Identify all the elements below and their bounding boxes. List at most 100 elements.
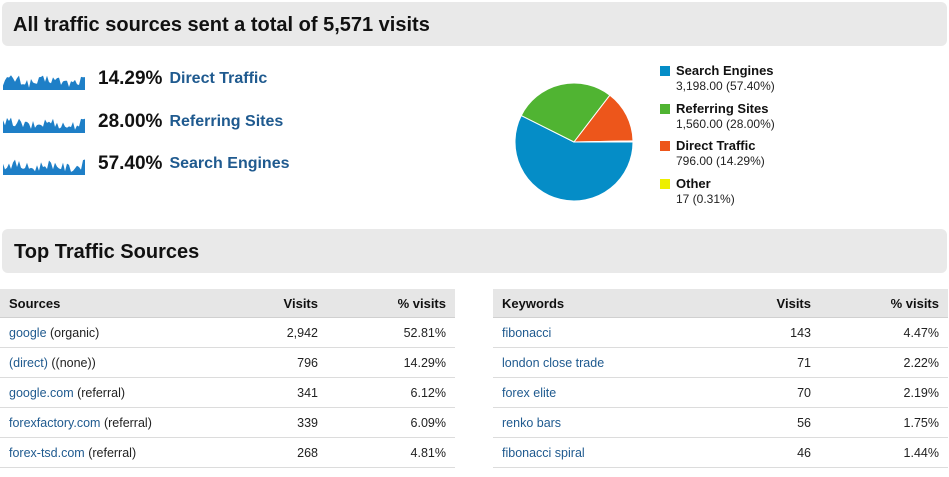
source-cell: forex-tsd.com (referral): [0, 437, 229, 468]
pct-visits-cell: 4.81%: [327, 437, 455, 468]
legend-value: 3,198.00 (57.40%): [676, 79, 775, 93]
legend-value: 1,560.00 (28.00%): [676, 116, 775, 131]
column-header-visits[interactable]: Visits: [722, 289, 820, 318]
pct-visits-cell: 2.22%: [820, 347, 948, 378]
pie-slice-direct-traffic: [572, 94, 634, 143]
pct-visits-cell: 6.12%: [327, 377, 455, 408]
table-row: google.com (referral) 341 6.12%: [0, 377, 455, 408]
table-row: (direct) ((none)) 796 14.29%: [0, 347, 455, 378]
sources-table: Sources Visits % visits google (organic)…: [0, 289, 455, 468]
legend-item-search: Search Engines 3,198.00 (57.40%): [660, 63, 775, 101]
column-header-pct-visits[interactable]: % visits: [327, 289, 455, 318]
visits-cell: 339: [229, 407, 327, 438]
table-header-row: Keywords Visits % visits: [493, 289, 948, 318]
table-row: fibonacci spiral 46 1.44%: [493, 437, 948, 468]
pct-visits-cell: 2.19%: [820, 377, 948, 408]
legend-item-direct: Direct Traffic 796.00 (14.29%): [660, 138, 775, 176]
keyword-cell: london close trade: [493, 347, 722, 378]
legend-swatch: [660, 141, 670, 151]
direct-traffic-link[interactable]: Direct Traffic: [169, 70, 268, 87]
legend-swatch: [660, 103, 670, 114]
legend-label: Other: [676, 175, 711, 191]
keywords-table: Keywords Visits % visits fibonacci 143 4…: [493, 289, 948, 468]
visits-cell: 71: [722, 347, 820, 378]
table-row: renko bars 56 1.75%: [493, 407, 948, 438]
keyword-cell: forex elite: [493, 377, 722, 408]
source-cell: forexfactory.com (referral): [0, 407, 229, 438]
table-row: forex elite 70 2.19%: [493, 377, 948, 408]
source-medium: (referral): [100, 415, 152, 430]
pie-legend: Search Engines 3,198.00 (57.40%) Referri…: [660, 63, 775, 213]
visits-cell: 56: [722, 407, 820, 438]
traffic-percent: 57.40%: [98, 153, 163, 174]
table-row: forexfactory.com (referral) 339 6.09%: [0, 407, 455, 438]
column-header-sources[interactable]: Sources: [0, 289, 229, 318]
keyword-cell: fibonacci: [493, 317, 722, 348]
pct-visits-cell: 6.09%: [327, 407, 455, 438]
table-row: google (organic) 2,942 52.81%: [0, 317, 455, 348]
legend-item-referring: Referring Sites 1,560.00 (28.00%): [660, 101, 775, 139]
pie-slice-referring-sites: [520, 82, 611, 143]
pct-visits-cell: 1.44%: [820, 437, 948, 468]
traffic-row-referring: 28.00% Referring Sites: [3, 109, 283, 135]
legend-swatch: [660, 66, 670, 76]
traffic-row-direct: 14.29% Direct Traffic: [3, 66, 267, 92]
search-engines-link[interactable]: Search Engines: [169, 155, 290, 172]
legend-value: 796.00 (14.29%): [676, 154, 765, 168]
visits-cell: 70: [722, 377, 820, 408]
visits-cell: 341: [229, 377, 327, 408]
pct-visits-cell: 14.29%: [327, 347, 455, 378]
visits-cell: 143: [722, 317, 820, 348]
pie-slice-search-engines: [514, 114, 634, 202]
legend-label: Direct Traffic: [676, 138, 756, 153]
source-medium: (referral): [84, 445, 137, 460]
sparkline-search: [3, 159, 85, 175]
table-row: forex-tsd.com (referral) 268 4.81%: [0, 437, 455, 468]
keyword-link[interactable]: renko bars: [502, 415, 562, 430]
column-header-keywords[interactable]: Keywords: [493, 289, 722, 318]
source-link[interactable]: google.com: [9, 385, 74, 400]
table-row: fibonacci 143 4.47%: [493, 317, 948, 348]
source-link[interactable]: forex-tsd.com: [9, 445, 85, 460]
traffic-percent: 14.29%: [98, 68, 163, 89]
top-traffic-sources-title: Top Traffic Sources: [2, 229, 947, 273]
source-link[interactable]: forexfactory.com: [9, 415, 101, 430]
pct-visits-cell: 52.81%: [327, 317, 455, 348]
pie-slice-other: [573, 140, 634, 143]
keyword-link[interactable]: fibonacci spiral: [502, 445, 585, 460]
keyword-link[interactable]: fibonacci: [502, 325, 552, 340]
traffic-row-search: 57.40% Search Engines: [3, 151, 290, 177]
table-header-row: Sources Visits % visits: [0, 289, 455, 318]
pct-visits-cell: 1.75%: [820, 407, 948, 438]
source-link[interactable]: (direct): [9, 355, 48, 370]
visits-cell: 268: [229, 437, 327, 468]
table-row: london close trade 71 2.22%: [493, 347, 948, 378]
column-header-pct-visits[interactable]: % visits: [820, 289, 948, 318]
visits-cell: 46: [722, 437, 820, 468]
sparkline-referring: [3, 117, 85, 133]
source-link[interactable]: google: [9, 325, 47, 340]
keyword-link[interactable]: london close trade: [502, 355, 605, 370]
legend-label: Search Engines: [676, 63, 774, 78]
pct-visits-cell: 4.47%: [820, 317, 948, 348]
legend-swatch: [660, 178, 670, 189]
source-cell: google (organic): [0, 317, 229, 348]
traffic-pie-chart: [514, 82, 634, 202]
sparkline-direct: [3, 75, 85, 90]
source-medium: (referral): [73, 385, 126, 400]
source-medium: (organic): [46, 325, 100, 340]
legend-label: Referring Sites: [676, 100, 769, 116]
source-cell: google.com (referral): [0, 377, 229, 408]
summary-title: All traffic sources sent a total of 5,57…: [2, 2, 947, 46]
visits-cell: 2,942: [229, 317, 327, 348]
visits-cell: 796: [229, 347, 327, 378]
legend-value: 17 (0.31%): [676, 191, 735, 206]
referring-sites-link[interactable]: Referring Sites: [169, 113, 284, 130]
traffic-percent: 28.00%: [98, 111, 163, 132]
keyword-cell: renko bars: [493, 407, 722, 438]
keyword-link[interactable]: forex elite: [502, 385, 557, 400]
column-header-visits[interactable]: Visits: [229, 289, 327, 318]
keyword-cell: fibonacci spiral: [493, 437, 722, 468]
source-cell: (direct) ((none)): [0, 347, 229, 378]
legend-item-other: Other 17 (0.31%): [660, 176, 775, 214]
